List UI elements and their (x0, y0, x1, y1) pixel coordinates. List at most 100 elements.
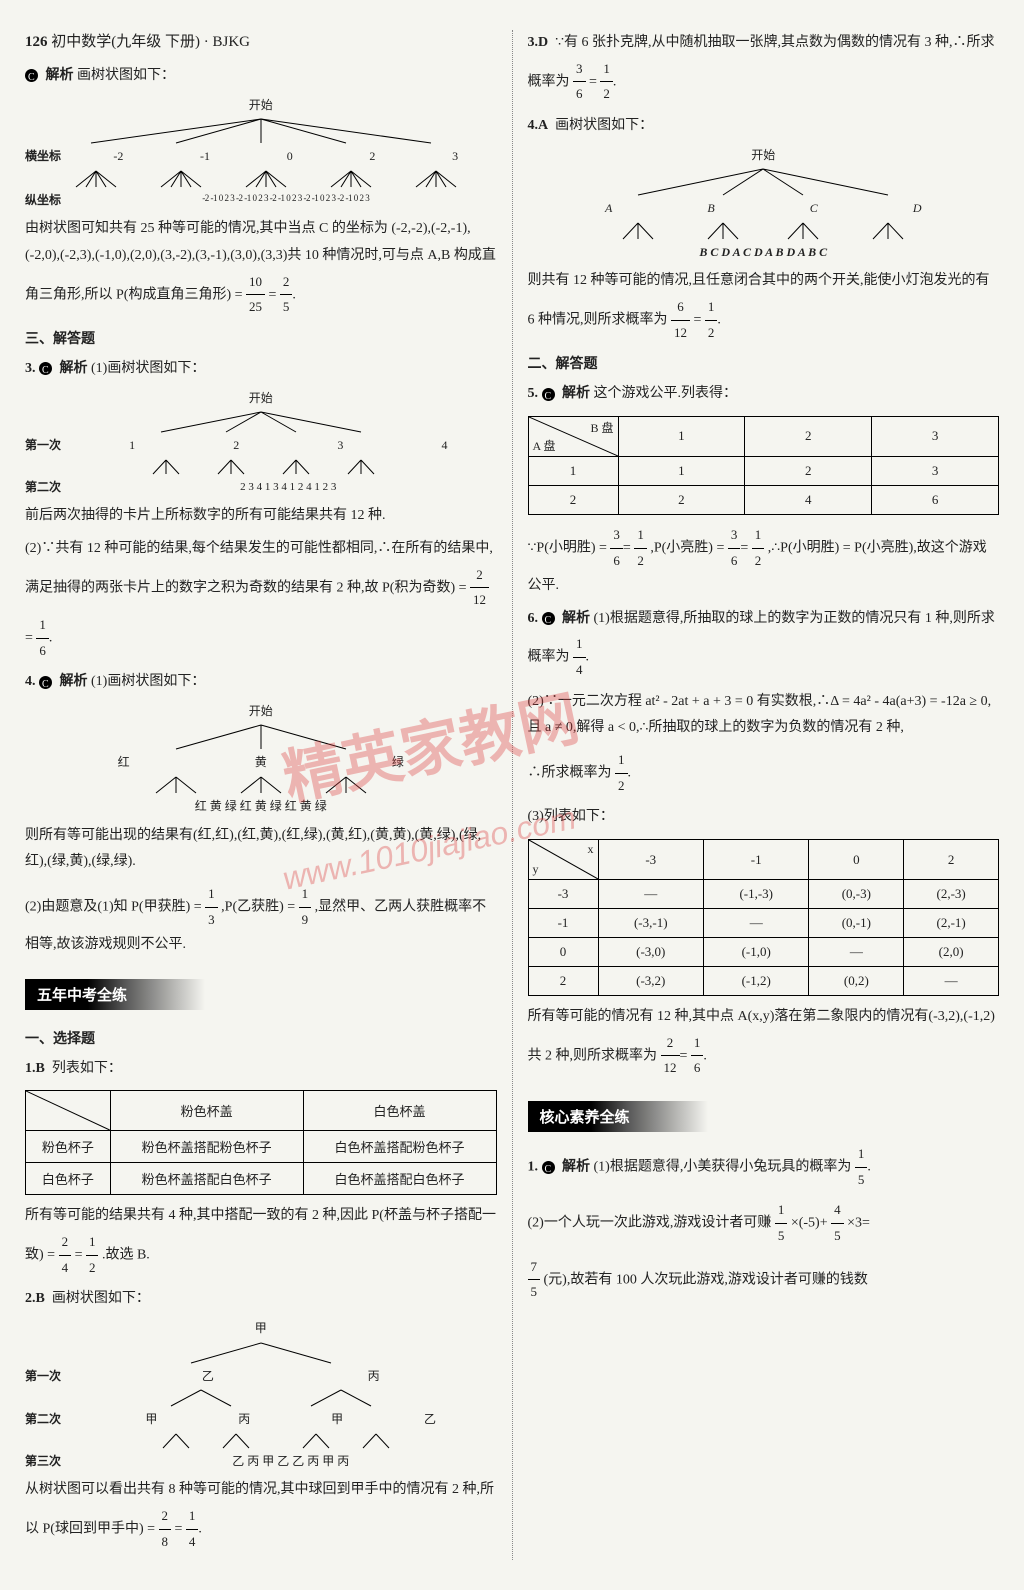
question-3: 3. 解析 (1)画树状图如下： (25, 356, 497, 383)
q4a-explain: 则共有 12 种等可能的情况,且任意闭合其中的两个开关,能使小灯泡发光的有 6 … (528, 268, 1000, 345)
cell: 4 (745, 485, 872, 514)
q2b-text: 画树状图如下： (52, 1291, 150, 1306)
q5e1: ∵P(小明胜) = (528, 540, 607, 555)
q6-analysis: 解析 (562, 611, 590, 626)
cell: 2 (528, 485, 618, 514)
frac-2-12: 212 (470, 563, 489, 613)
cell: 粉色杯子 (26, 1131, 111, 1163)
cell: (-3,2) (598, 967, 703, 996)
table-row: 2 (-3,2) (-1,2) (0,2) — (528, 967, 999, 996)
q1b-label: 1.B (25, 1061, 45, 1076)
q6: 6. 解析 (1)根据题意得,所抽取的球上的数字为正数的情况只有 1 种,则所求… (528, 606, 1000, 683)
tree3-start: 开始 (25, 704, 497, 720)
q1c-mid2: ×3= (847, 1216, 870, 1231)
right-column: 3.D ∵有 6 张扑克牌,从中随机抽取一张牌,其点数为偶数的情况有 3 种,∴… (528, 30, 1000, 1560)
q1b-explain: 所有等可能的结果共有 4 种,其中搭配一致的有 2 种,因此 P(杯盖与杯子搭配… (25, 1203, 497, 1280)
t4r2v4: 乙 (424, 1412, 436, 1428)
analysis-label: 解析 (46, 68, 74, 83)
tree5-b1 (583, 167, 943, 197)
cell: 粉色杯盖搭配白色杯子 (110, 1163, 303, 1195)
tree5-r2: B C D A C D A B D A B C (528, 245, 1000, 261)
q1c-analysis: 解析 (562, 1159, 590, 1174)
frac-3-6: 36 (573, 57, 586, 107)
eq1: = (269, 287, 280, 302)
t2v4: 4 (441, 438, 447, 454)
cell: 白色杯盖搭配粉色杯子 (303, 1131, 496, 1163)
f-1-2d: 12 (634, 523, 647, 573)
question-4: 4. 解析 (1)画树状图如下： (25, 669, 497, 696)
table-ab: A 盘 B 盘 1 2 3 1 1 2 3 2 2 4 6 (528, 416, 1000, 515)
q1c-t3: (元),故若有 100 人次玩此游戏,游戏设计者可赚的钱数 (544, 1272, 868, 1287)
q4a-text: 画树状图如下： (555, 118, 653, 133)
q5-analysis: 解析 (562, 386, 590, 401)
tree3-branches-1 (121, 723, 401, 751)
q5e2: ,P(小亮胜) = (650, 540, 724, 555)
cell: 3 (872, 416, 999, 456)
q1c-p3: 75 (元),故若有 100 人次玩此游戏,游戏设计者可赚的钱数 (528, 1255, 1000, 1305)
q1b-end: .故选 B. (102, 1247, 150, 1262)
tree2-r1-label: 第一次 (25, 438, 80, 454)
table-row: A 盘 B 盘 1 2 3 (528, 416, 999, 456)
cell: (0,2) (809, 967, 904, 996)
t4-r2l: 第二次 (25, 1412, 85, 1428)
frac-1-2b: 12 (600, 57, 613, 107)
cell: (-1,0) (703, 938, 808, 967)
marker-icon (39, 676, 52, 689)
f-4-5: 45 (831, 1198, 844, 1248)
cell: 1 (618, 416, 745, 456)
t2v1: 1 (129, 438, 135, 454)
q1c: 1. 解析 (1)根据题意得,小美获得小兔玩具的概率为 15. (528, 1142, 1000, 1192)
t4r2v2: 丙 (238, 1412, 250, 1428)
cell: (2,-3) (904, 880, 999, 909)
banner-5year: 五年中考全练 (25, 979, 205, 1010)
tree1-branches-2 (41, 169, 481, 189)
tree3-row2: 红 黄 绿 红 黄 绿 红 黄 绿 (25, 799, 497, 815)
q6-text2: (2)∵一元二次方程 at² - 2at + a + 3 = 0 有实数根,∴Δ… (528, 689, 1000, 742)
diag-cell (26, 1091, 111, 1131)
frac-2-8: 28 (159, 1504, 172, 1554)
f-2-12: 212 (661, 1031, 680, 1081)
q1c-p2: (2)一个人玩一次此游戏,游戏设计者可赚 15 ×(-5)+ 45 ×3= (528, 1198, 1000, 1248)
cell: 2 (618, 485, 745, 514)
cell: 2 (528, 967, 598, 996)
q3-text2-inner: (2)∵共有 12 种可能的结果,每个结果发生的可能性都相同,∴在所有的结果中,… (25, 541, 493, 595)
tree2-branches-2 (111, 458, 411, 476)
cell: 白色杯盖搭配白色杯子 (303, 1163, 496, 1195)
q2b-exp: 从树状图可以看出共有 8 种等可能的情况,其中球回到甲手中的情况有 2 种,所以… (25, 1482, 494, 1536)
t4r2v1: 甲 (145, 1412, 157, 1428)
tree1-v1: -2 (113, 149, 123, 165)
th-pink: 粉色杯盖 (110, 1091, 303, 1131)
q6-text3: ∴所求概率为 (528, 765, 612, 780)
f-7-5: 75 (528, 1255, 541, 1305)
q3-analysis: 解析 (60, 361, 88, 376)
q1c-t1: (1)根据题意得,小美获得小兔玩具的概率为 (594, 1159, 852, 1174)
table-row: 粉色杯子 粉色杯盖搭配粉色杯子 白色杯盖搭配粉色杯子 (26, 1131, 497, 1163)
tree2-r2-values: 2 3 4 1 3 4 1 2 4 1 2 3 (80, 480, 497, 496)
table-row: 1 1 2 3 (528, 456, 999, 485)
frac-6-12: 612 (671, 295, 690, 345)
diag-cell-xy: y x (528, 840, 598, 880)
tree2-r2-label: 第二次 (25, 480, 80, 496)
tree1-start: 开始 (25, 98, 497, 114)
column-divider (512, 30, 513, 1560)
marker-icon (39, 362, 52, 375)
f-1-2f: 12 (615, 748, 628, 798)
tree4-start: 甲 (25, 1321, 497, 1337)
t5v3: C (810, 201, 818, 217)
q1c-t2: (2)一个人玩一次此游戏,游戏设计者可赚 (528, 1216, 772, 1231)
cell: (-3,0) (598, 938, 703, 967)
tree1-branches-1 (41, 117, 481, 145)
t5v4: D (913, 201, 922, 217)
q2b: 2.B 画树状图如下： (25, 1286, 497, 1313)
q5-label: 5. (528, 386, 539, 401)
tree-diagram-5: 开始 A B C D B C D A C (528, 148, 1000, 261)
cell: -1 (528, 909, 598, 938)
cell: (2,0) (904, 938, 999, 967)
cell: 1 (618, 456, 745, 485)
tree2-start: 开始 (25, 391, 497, 407)
cell: — (703, 909, 808, 938)
cell: — (809, 938, 904, 967)
t4v2: 丙 (368, 1369, 380, 1385)
tree-diagram-3: 开始 红 黄 绿 红 黄 绿 红 黄 绿 红 黄 绿 (25, 704, 497, 815)
tree1-v3: 0 (287, 149, 293, 165)
